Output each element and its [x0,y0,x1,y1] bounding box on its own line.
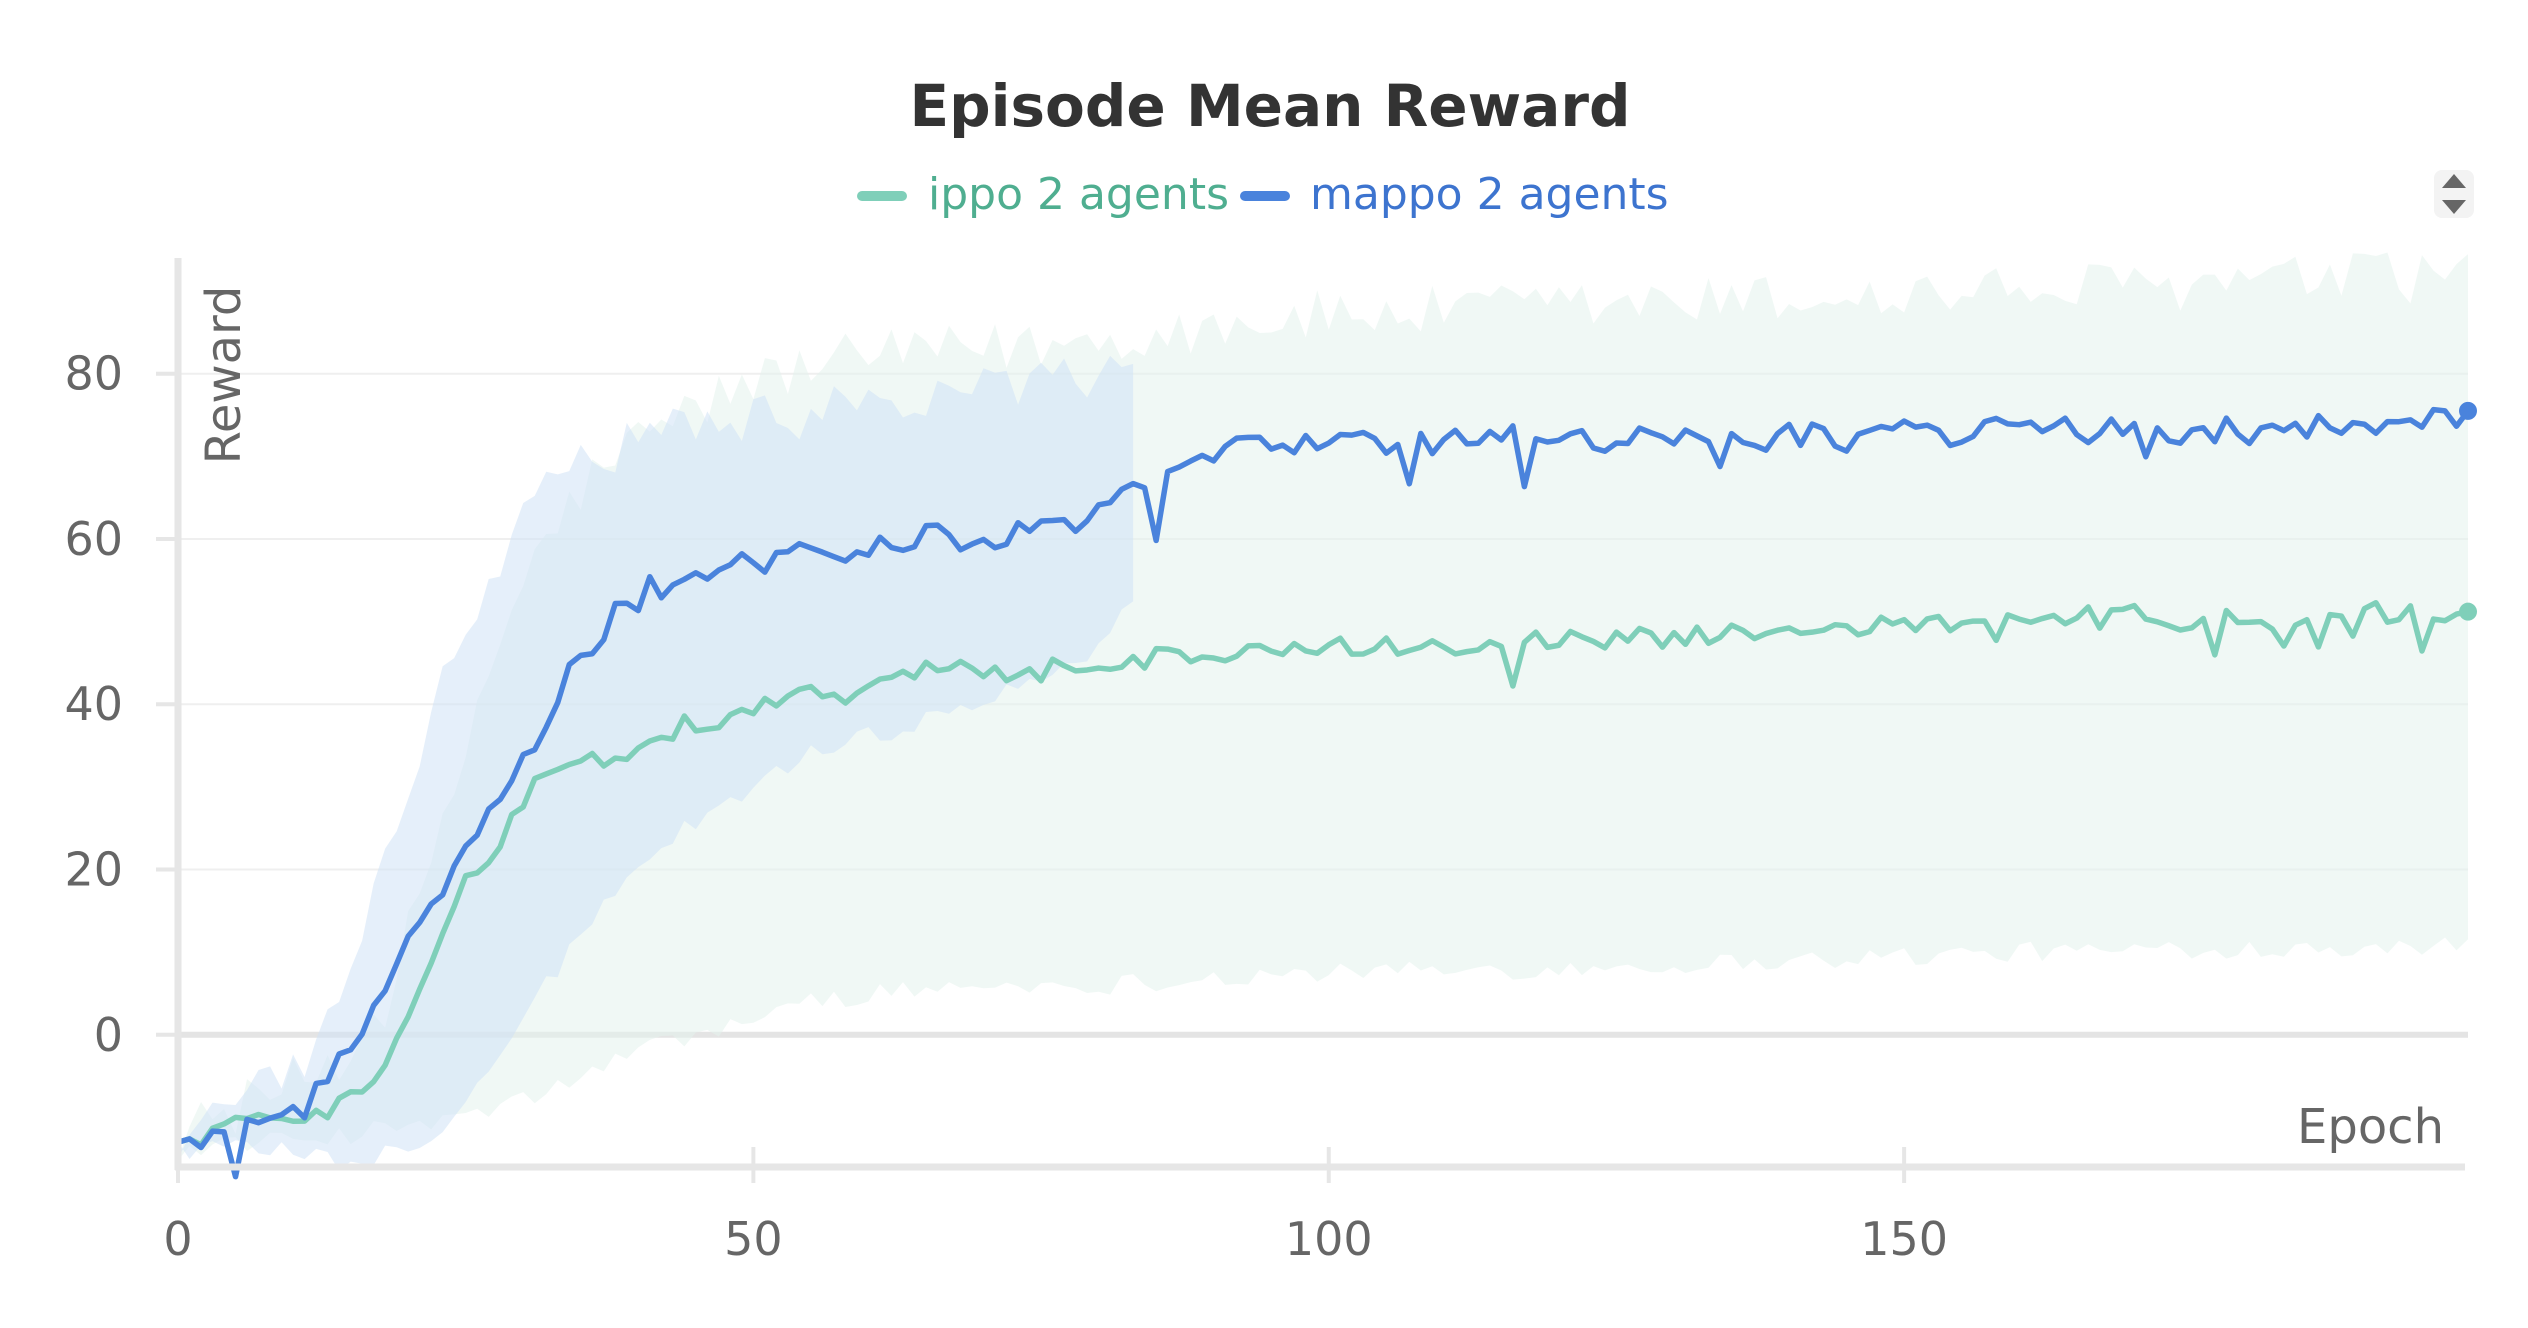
series-end-points [2459,401,2477,621]
series-end-point[interactable] [2459,602,2477,621]
confidence-bands [178,252,2468,1171]
up-arrow-icon [2442,174,2466,188]
updown-arrows-icon[interactable] [2434,170,2474,218]
legend-item-mappo[interactable]: mappo 2 agents [1240,169,1669,220]
confidence-band [178,355,1134,1171]
y-tick-label: 20 [64,843,123,897]
y-tick-label: 80 [64,347,123,401]
chart-title: Episode Mean Reward [910,72,1631,140]
updown-arrows-icon-bg [2434,170,2474,218]
series-end-point[interactable] [2459,401,2477,420]
series-lines [175,406,2471,1180]
y-tick-label: 60 [64,512,123,566]
x-tick-label: 50 [724,1212,783,1266]
down-arrow-icon [2442,200,2466,214]
legend-label-mappo: mappo 2 agents [1310,169,1669,220]
y-tick-label: 0 [94,1008,123,1062]
x-tick-label: 100 [1285,1212,1373,1266]
y-tick-label: 40 [64,677,123,731]
legend[interactable]: ippo 2 agents mappo 2 agents [857,169,1669,220]
x-axis-label: Epoch [2297,1099,2444,1155]
legend-item-ippo[interactable]: ippo 2 agents [857,169,1229,220]
series-line[interactable] [175,406,2471,1180]
y-axis-ticks: 0 20 40 60 80 [64,347,178,1062]
y-axis-label: Reward [196,286,252,465]
x-tick-label: 0 [163,1212,192,1266]
series-line[interactable] [175,599,2471,1148]
legend-label-ippo: ippo 2 agents [928,169,1229,220]
x-tick-label: 150 [1860,1212,1948,1266]
x-axis-ticks: 0 50 100 150 [163,1147,1948,1266]
